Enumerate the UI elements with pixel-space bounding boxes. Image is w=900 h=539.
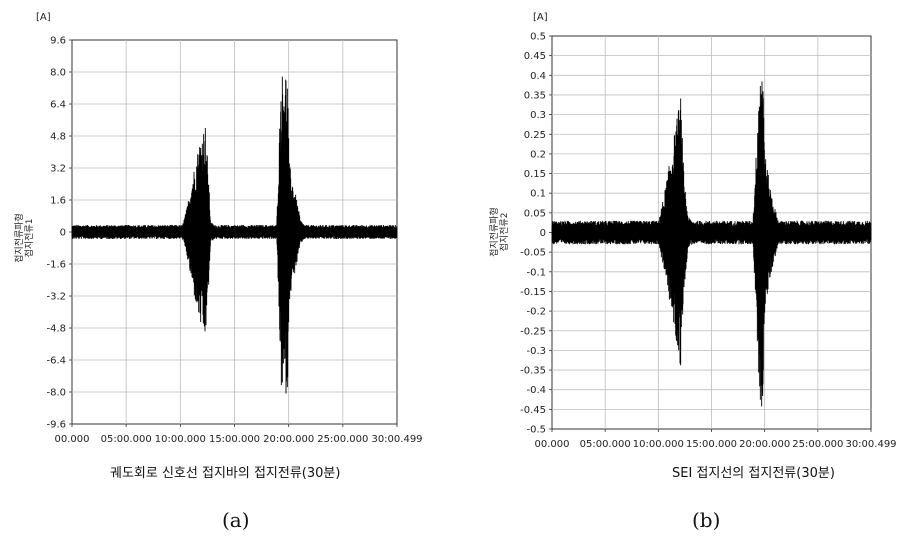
- y-tick-label: 0.5: [530, 32, 546, 43]
- y-tick-label: 9.6: [50, 36, 66, 47]
- x-tick-label: 00.000: [55, 434, 90, 445]
- y-tick-label: 0.35: [524, 90, 546, 101]
- x-tick-label: 20:00.000: [739, 439, 790, 450]
- y-tick-label: -4.8: [46, 324, 66, 335]
- x-tick-label: 10:00.000: [155, 434, 206, 445]
- y-tick-label: 6.4: [50, 100, 66, 111]
- x-tick-label: 10:00.000: [633, 439, 684, 450]
- y-axis-label: 접지전류파형접지전류2: [488, 207, 510, 257]
- y-tick-label: -0.4: [526, 385, 546, 396]
- y-tick-label: 0.2: [530, 149, 546, 160]
- x-tick-label: 05:00.000: [580, 439, 631, 450]
- caption-b: SEI 접지선의 접지전류(30분): [672, 466, 835, 481]
- x-tick-label: 25:00.000: [792, 439, 843, 450]
- x-tick-label: 15:00.000: [686, 439, 737, 450]
- panel-label-a: (a): [222, 508, 250, 532]
- y-tick-label: 0.05: [524, 208, 546, 219]
- y-axis-label-line: 접지전류1: [23, 219, 35, 258]
- y-axis-label: 접지전류파형접지전류1: [13, 213, 35, 263]
- y-tick-label: -1.6: [46, 260, 66, 271]
- y-tick-label: 0.25: [524, 130, 546, 141]
- y-tick-label: 0.1: [530, 189, 546, 200]
- x-tick-label: 25:00.000: [317, 434, 368, 445]
- y-tick-label: -0.3: [526, 346, 546, 357]
- x-tick-label: 20:00.000: [263, 434, 314, 445]
- y-tick-label: -0.2: [526, 307, 546, 318]
- waveform-series: [71, 76, 398, 394]
- y-tick-label: 0.3: [530, 110, 546, 121]
- x-tick-label: 15:00.000: [209, 434, 260, 445]
- y-tick-label: 4.8: [50, 132, 66, 143]
- x-tick-label: 00.000: [535, 439, 570, 450]
- y-tick-label: 0: [60, 228, 66, 239]
- y-tick-label: -0.35: [520, 366, 546, 377]
- y-axis-label-line: 접지전류파형: [13, 213, 25, 263]
- y-tick-label: -0.05: [520, 248, 546, 259]
- y-tick-label: 0.45: [524, 51, 546, 62]
- y-unit-label: [A]: [533, 12, 548, 23]
- y-tick-label: -0.25: [520, 326, 546, 337]
- caption-a: 궤도회로 신호선 접지바의 접지전류(30분): [110, 466, 341, 481]
- y-axis-label-line: 접지전류2: [498, 213, 510, 252]
- y-tick-label: -9.6: [46, 420, 66, 431]
- waveform-series: [551, 81, 872, 407]
- y-unit-label: [A]: [36, 12, 51, 23]
- y-tick-label: 1.6: [50, 196, 66, 207]
- y-tick-label: 8.0: [50, 68, 66, 79]
- chart-b: 0.5 0.45 0.4 0.35 0.3 0.25 0.2 0.15 0.1 0.05 0 -0.0…: [488, 12, 897, 450]
- y-axis-label-line: 접지전류파형: [488, 207, 500, 257]
- x-tick-label: 30:00.499: [371, 434, 422, 445]
- y-tick-label: -0.45: [520, 405, 546, 416]
- y-tick-label: -0.5: [526, 425, 546, 436]
- x-tick-label: 30:00.499: [845, 439, 896, 450]
- panel-label-b: (b): [692, 508, 721, 532]
- y-tick-label: -0.15: [520, 287, 546, 298]
- y-tick-label: 0: [540, 228, 546, 239]
- chart-a: 9.6 8.0 6.4 4.8 3.2 1.6 0 -1.6 -3.2 -4.8 -6.4 -8.0 -…: [13, 12, 423, 445]
- y-tick-label: 0.4: [530, 71, 546, 82]
- x-tick-label: 05:00.000: [101, 434, 152, 445]
- y-tick-label: -0.1: [526, 267, 546, 278]
- y-tick-label: 0.15: [524, 169, 546, 180]
- y-tick-label: -3.2: [46, 292, 66, 303]
- y-tick-label: -8.0: [46, 388, 66, 399]
- y-tick-label: 3.2: [50, 164, 66, 175]
- y-tick-label: -6.4: [46, 356, 66, 367]
